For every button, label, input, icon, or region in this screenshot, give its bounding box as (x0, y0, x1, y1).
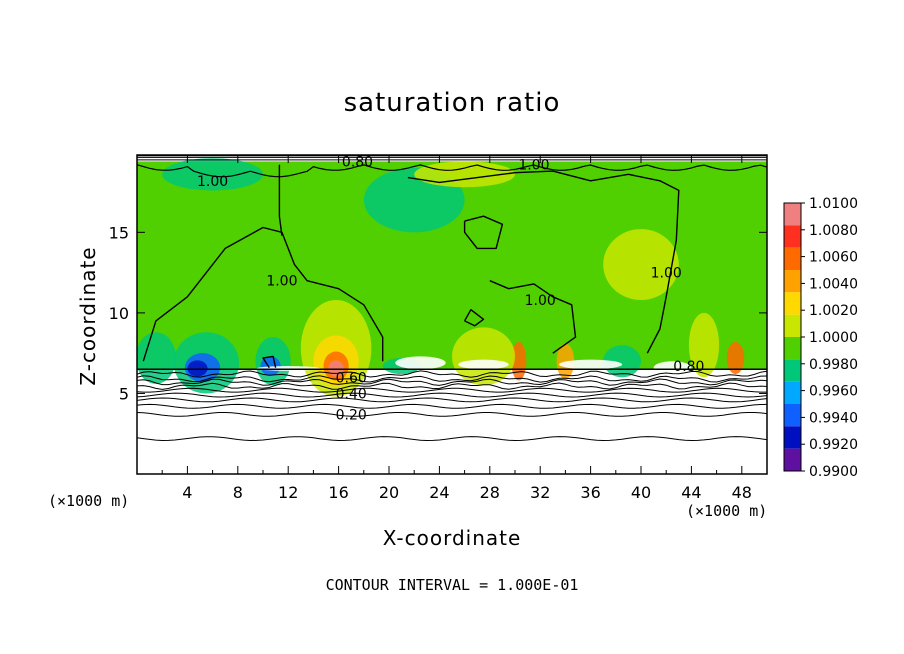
contour-label-0: 1.00 (197, 174, 228, 190)
colorbar-label-8: 0.9940 (809, 410, 858, 426)
contour-label-2: 1.00 (518, 158, 549, 174)
x-axis-label: X-coordinate (382, 526, 522, 550)
y-tick-label-0: 5 (119, 384, 129, 403)
contour-strat-2 (137, 378, 767, 386)
contour-1-00-5 (489, 280, 577, 354)
contour-1-00-1 (262, 355, 277, 369)
heatmap-anomaly-12 (688, 312, 720, 378)
contour-label-7: 0.60 (336, 370, 367, 386)
contour-1-00-0 (142, 226, 384, 362)
contour-strat-0 (137, 370, 767, 378)
clear-patch-4 (256, 366, 320, 371)
contour-strat-9 (137, 436, 767, 442)
x-tick-label-3: 16 (328, 483, 348, 502)
colorbar-label-4: 1.0020 (809, 303, 858, 319)
x-tick-label-10: 44 (681, 483, 701, 502)
clear-patch-3 (653, 361, 692, 375)
colorbar-swatch-7 (784, 359, 801, 382)
colorbar-swatch-11 (784, 448, 801, 471)
contour-label-8: 0.40 (336, 386, 367, 402)
heatmap-anomaly-2 (187, 360, 208, 377)
x-tick-label-5: 24 (429, 483, 449, 502)
colorbar-swatch-2 (784, 247, 801, 270)
contour-cloud-top (137, 164, 767, 178)
colorbar-swatch-10 (784, 426, 801, 449)
contour-strat-6 (137, 397, 767, 403)
heatmap-anomaly-15 (452, 327, 515, 386)
contour-label-9: 0.20 (336, 407, 367, 423)
contour-label-6: 0.80 (673, 359, 704, 375)
clear-patch-0 (395, 356, 446, 370)
contour-1-00-6 (463, 309, 485, 327)
x-tick-label-6: 28 (480, 483, 500, 502)
plot-frame (136, 154, 768, 475)
colorbar-swatch-8 (784, 381, 801, 404)
colorbar-label-6: 0.9980 (809, 357, 858, 373)
contour-1-00-3 (407, 170, 680, 354)
contour-label-3: 1.00 (266, 274, 297, 290)
heatmap-anomaly-20 (603, 229, 679, 300)
colorbar-label-0: 1.0100 (809, 196, 858, 212)
x-tick-label-1: 8 (233, 483, 243, 502)
colorbar-swatch-3 (784, 270, 801, 293)
chart-title: saturation ratio (343, 88, 561, 118)
colorbar-swatch-1 (784, 225, 801, 248)
x-tick-label-8: 36 (580, 483, 600, 502)
colorbar-swatch-9 (784, 404, 801, 427)
contour-strat-8 (137, 412, 767, 417)
heatmap-anomaly-9 (137, 332, 177, 384)
contour-interval-note: CONTOUR INTERVAL = 1.000E-01 (325, 576, 579, 594)
x-tick-label-9: 40 (631, 483, 651, 502)
colorbar-swatch-5 (784, 314, 801, 337)
heatmap-anomaly-10 (511, 341, 527, 381)
contour-label-1: 0.80 (342, 154, 373, 170)
contour-1-00-4 (463, 215, 504, 250)
y-unit-label: (×1000 m) (48, 492, 130, 510)
colorbar-label-10: 0.9900 (809, 464, 858, 480)
heatmap-anomaly-13 (726, 341, 745, 375)
y-tick-label-1: 10 (109, 304, 129, 323)
contour-strat-4 (137, 387, 767, 393)
colorbar-label-9: 0.9920 (809, 437, 858, 453)
colorbar-label-7: 0.9960 (809, 384, 858, 400)
contour-label-4: 1.00 (525, 293, 556, 309)
x-tick-label-11: 48 (732, 483, 752, 502)
contour-strat-3 (137, 382, 767, 390)
contour-strat-5 (137, 392, 767, 398)
clear-patch-1 (458, 359, 509, 370)
heatmap-field (137, 155, 767, 442)
contour-strat-1 (137, 375, 767, 383)
contour-strat-7 (137, 403, 767, 409)
x-tick-label-7: 32 (530, 483, 550, 502)
colorbar-swatch-6 (784, 337, 801, 360)
x-tick-label-2: 12 (278, 483, 298, 502)
colorbar-label-5: 1.0000 (809, 330, 858, 346)
colorbar-label-2: 1.0060 (809, 250, 858, 266)
heatmap-anomaly-11 (556, 343, 575, 379)
heatmap-anomaly-6 (328, 360, 344, 377)
colorbar-swatch-0 (784, 203, 801, 226)
y-tick-label-2: 15 (109, 223, 129, 242)
x-unit-label: (×1000 m) (686, 502, 768, 520)
contour-label-5: 1.00 (651, 266, 682, 282)
colorbar-swatch-4 (784, 292, 801, 315)
clear-patch-2 (559, 359, 623, 370)
contour-1-00-2 (278, 164, 283, 236)
colorbar-label-1: 1.0080 (809, 223, 858, 239)
colorbar-label-3: 1.0040 (809, 276, 858, 292)
x-tick-label-4: 20 (379, 483, 399, 502)
x-tick-label-0: 4 (182, 483, 192, 502)
